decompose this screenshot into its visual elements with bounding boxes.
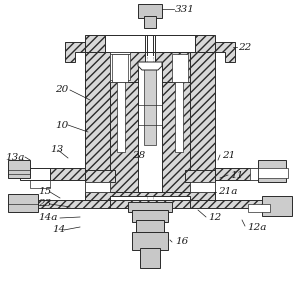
Polygon shape — [138, 62, 162, 70]
Polygon shape — [30, 168, 85, 180]
Polygon shape — [30, 180, 50, 188]
Polygon shape — [215, 42, 235, 62]
Text: 13: 13 — [50, 146, 63, 154]
Polygon shape — [140, 248, 160, 268]
Polygon shape — [110, 52, 130, 82]
Polygon shape — [144, 16, 156, 28]
Text: 10: 10 — [55, 121, 68, 130]
Polygon shape — [85, 170, 115, 182]
Polygon shape — [248, 204, 270, 212]
Polygon shape — [258, 160, 286, 182]
Polygon shape — [138, 4, 162, 18]
Text: 15: 15 — [38, 188, 51, 196]
Text: 13a: 13a — [5, 152, 24, 161]
Text: 28: 28 — [132, 151, 145, 160]
Text: 16: 16 — [175, 238, 188, 247]
Polygon shape — [85, 192, 215, 200]
Polygon shape — [190, 200, 270, 208]
Polygon shape — [65, 42, 85, 62]
Polygon shape — [112, 54, 128, 82]
Polygon shape — [155, 35, 195, 52]
Polygon shape — [132, 232, 168, 250]
Polygon shape — [250, 168, 270, 180]
Text: 11: 11 — [230, 170, 243, 179]
Polygon shape — [215, 168, 270, 180]
Text: 14a: 14a — [38, 214, 57, 223]
Polygon shape — [258, 168, 288, 178]
Polygon shape — [110, 52, 145, 82]
Polygon shape — [105, 35, 195, 52]
Text: 12: 12 — [208, 214, 221, 223]
Polygon shape — [262, 196, 292, 216]
Polygon shape — [85, 35, 215, 52]
Polygon shape — [172, 54, 188, 82]
Polygon shape — [20, 168, 50, 180]
Polygon shape — [8, 194, 38, 212]
Polygon shape — [175, 82, 183, 152]
Polygon shape — [30, 200, 110, 208]
Polygon shape — [85, 52, 110, 192]
Text: 21a: 21a — [218, 188, 237, 196]
Text: 23: 23 — [38, 200, 51, 208]
Polygon shape — [105, 35, 145, 52]
Polygon shape — [110, 54, 130, 80]
Polygon shape — [190, 52, 215, 192]
Polygon shape — [160, 82, 190, 192]
Text: 12a: 12a — [247, 224, 266, 232]
Polygon shape — [8, 160, 30, 178]
Text: 331: 331 — [175, 4, 195, 14]
Polygon shape — [128, 202, 172, 212]
Polygon shape — [136, 220, 164, 232]
Polygon shape — [185, 170, 215, 182]
Polygon shape — [110, 200, 190, 208]
Text: 14: 14 — [52, 226, 65, 235]
Polygon shape — [110, 82, 140, 192]
Text: 20: 20 — [55, 85, 68, 94]
Polygon shape — [190, 182, 215, 192]
Text: 21: 21 — [222, 151, 235, 160]
Polygon shape — [132, 210, 168, 222]
Polygon shape — [117, 82, 125, 152]
Polygon shape — [138, 62, 162, 192]
Text: 22: 22 — [238, 43, 251, 52]
Polygon shape — [155, 52, 190, 82]
Polygon shape — [85, 182, 110, 192]
Polygon shape — [144, 62, 156, 145]
